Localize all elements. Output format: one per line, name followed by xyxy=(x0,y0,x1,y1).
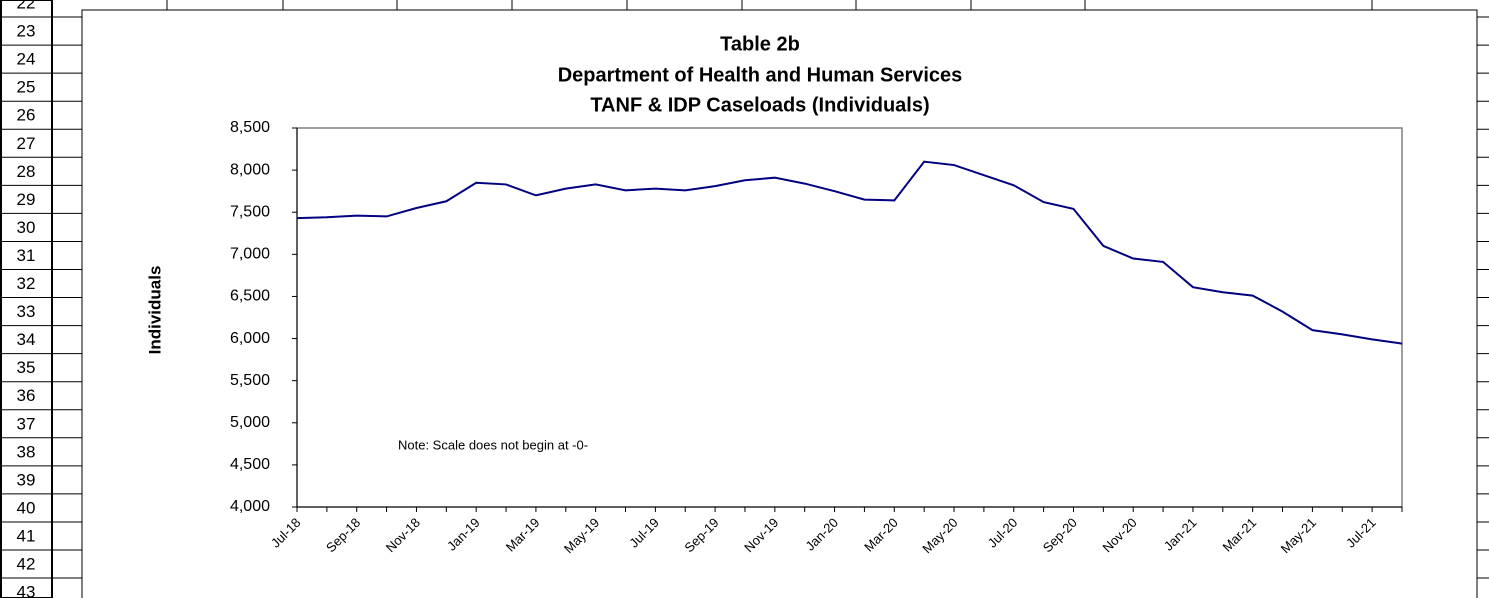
y-tick-label: 8,500 xyxy=(230,119,270,136)
chart-title: Table 2b xyxy=(720,33,800,55)
row-number: 34 xyxy=(17,330,36,349)
row-number: 31 xyxy=(17,246,36,265)
row-number: 28 xyxy=(17,162,36,181)
y-tick-label: 7,500 xyxy=(230,203,270,220)
y-tick-label: 6,000 xyxy=(230,330,270,347)
y-tick-label: 4,500 xyxy=(230,456,270,473)
row-number: 35 xyxy=(17,358,36,377)
y-tick-label: 5,000 xyxy=(230,414,270,431)
y-tick-label: 4,000 xyxy=(230,498,270,515)
row-number: 42 xyxy=(17,555,36,574)
y-tick-label: 7,000 xyxy=(230,246,270,263)
row-number: 27 xyxy=(17,134,36,153)
row-number: 32 xyxy=(17,274,36,293)
row-number: 37 xyxy=(17,414,36,433)
row-number: 24 xyxy=(17,50,36,69)
row-number: 25 xyxy=(17,78,36,97)
y-axis-label: Individuals xyxy=(145,266,164,355)
row-number: 40 xyxy=(17,498,36,517)
row-number: 23 xyxy=(17,22,36,41)
data-line xyxy=(296,160,1403,345)
annotation: Note: Scale does not begin at -0- xyxy=(398,437,588,452)
row-number: 30 xyxy=(17,218,36,237)
row-number: 39 xyxy=(17,470,36,489)
chart-subtitle: Department of Health and Human Services xyxy=(558,64,963,86)
y-tick-label: 8,000 xyxy=(230,161,270,178)
row-number: 41 xyxy=(17,526,36,545)
row-number: 38 xyxy=(17,442,36,461)
plot-area xyxy=(296,127,1403,508)
row-number: 29 xyxy=(17,190,36,209)
row-number: 43 xyxy=(17,583,36,598)
row-number: 26 xyxy=(17,106,36,125)
y-tick-label: 6,500 xyxy=(230,288,270,305)
row-number: 33 xyxy=(17,302,36,321)
row-number: 36 xyxy=(17,386,36,405)
row-number: 22 xyxy=(17,0,36,13)
row-header xyxy=(0,0,53,598)
y-tick-label: 5,500 xyxy=(230,372,270,389)
chart-subtitle: TANF & IDP Caseloads (Individuals) xyxy=(590,94,929,116)
